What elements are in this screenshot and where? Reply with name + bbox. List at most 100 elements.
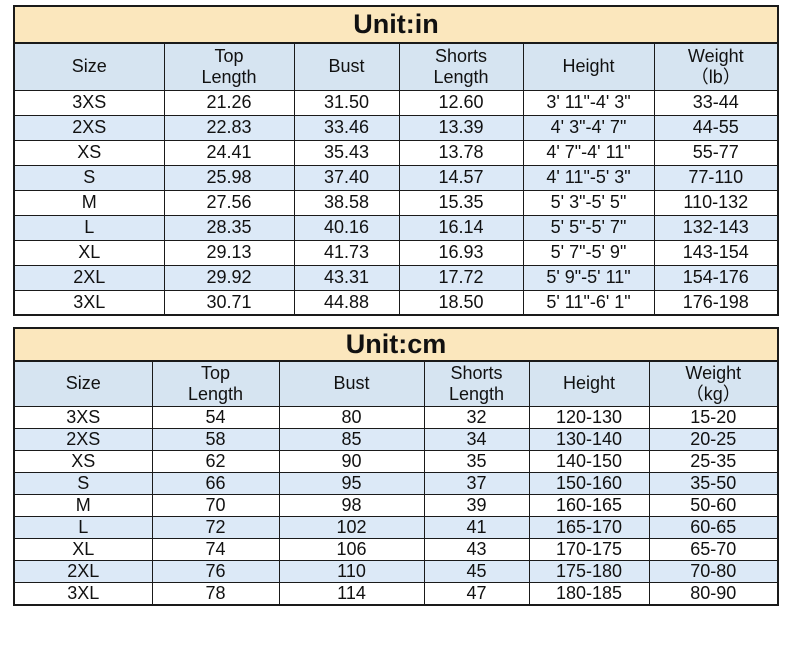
table-row: L 28.35 40.16 16.14 5' 5"-5' 7" 132-143 bbox=[13, 214, 779, 241]
column-header-row: Size Top Length Bust Shorts Length Heigh… bbox=[13, 42, 779, 91]
table-cell: 24.41 bbox=[163, 139, 295, 166]
table-title-row: Unit:in bbox=[13, 5, 779, 44]
table-row: S 66 95 37 150-160 35-50 bbox=[13, 471, 779, 495]
table-cell: 39 bbox=[423, 493, 530, 517]
table-row: 2XL 76 110 45 175-180 70-80 bbox=[13, 559, 779, 583]
column-header-height: Height bbox=[522, 42, 655, 91]
table-cell: 43.31 bbox=[293, 264, 400, 291]
table-cell: 74 bbox=[151, 537, 280, 561]
table-cell: 3' 11"-4' 3" bbox=[522, 89, 655, 116]
table-cell: 34 bbox=[423, 427, 530, 451]
table-cell: 95 bbox=[278, 471, 425, 495]
column-header-size: Size bbox=[13, 42, 165, 91]
table-title: Unit:in bbox=[13, 5, 779, 44]
table-row: XS 24.41 35.43 13.78 4' 7"-4' 11" 55-77 bbox=[13, 139, 779, 166]
table-cell: 37.40 bbox=[293, 164, 400, 191]
table-cell: 35 bbox=[423, 449, 530, 473]
column-header-height: Height bbox=[528, 360, 650, 407]
column-header-size: Size bbox=[13, 360, 153, 407]
table-cell: 17.72 bbox=[398, 264, 524, 291]
column-header-shorts-length: Shorts Length bbox=[398, 42, 524, 91]
table-cell: XS bbox=[13, 449, 153, 473]
table-cell: 80-90 bbox=[648, 581, 779, 605]
table-cell: 2XS bbox=[13, 114, 165, 141]
column-header-weight: Weight （lb） bbox=[653, 42, 779, 91]
table-cell: S bbox=[13, 471, 153, 495]
table-cell: 5' 9"-5' 11" bbox=[522, 264, 655, 291]
table-cell: 78 bbox=[151, 581, 280, 605]
table-cell: S bbox=[13, 164, 165, 191]
size-chart-inches-section: Unit:in Size Top Length Bust Shorts Leng… bbox=[13, 5, 780, 316]
table-row: XS 62 90 35 140-150 25-35 bbox=[13, 449, 779, 473]
table-cell: 5' 3"-5' 5" bbox=[522, 189, 655, 216]
table-row: 3XS 54 80 32 120-130 15-20 bbox=[13, 405, 779, 429]
table-cell: 175-180 bbox=[528, 559, 650, 583]
table-cell: 102 bbox=[278, 515, 425, 539]
table-cell: 77-110 bbox=[653, 164, 779, 191]
table-cell: 110-132 bbox=[653, 189, 779, 216]
table-cell: 3XS bbox=[13, 405, 153, 429]
table-cell: L bbox=[13, 515, 153, 539]
table-row: S 25.98 37.40 14.57 4' 11"-5' 3" 77-110 bbox=[13, 164, 779, 191]
table-cell: 120-130 bbox=[528, 405, 650, 429]
table-cell: 43 bbox=[423, 537, 530, 561]
table-cell: 14.57 bbox=[398, 164, 524, 191]
table-row: M 27.56 38.58 15.35 5' 3"-5' 5" 110-132 bbox=[13, 189, 779, 216]
table-cell: 143-154 bbox=[653, 239, 779, 266]
column-header-top-length: Top Length bbox=[163, 42, 295, 91]
table-cell: 72 bbox=[151, 515, 280, 539]
table-cell: 22.83 bbox=[163, 114, 295, 141]
table-row: 2XS 58 85 34 130-140 20-25 bbox=[13, 427, 779, 451]
table-cell: 106 bbox=[278, 537, 425, 561]
table-cell: 44-55 bbox=[653, 114, 779, 141]
table-cell: 85 bbox=[278, 427, 425, 451]
table-cell: 62 bbox=[151, 449, 280, 473]
table-cell: 154-176 bbox=[653, 264, 779, 291]
table-cell: 25-35 bbox=[648, 449, 779, 473]
table-cell: 66 bbox=[151, 471, 280, 495]
column-header-row: Size Top Length Bust Shorts Length Heigh… bbox=[13, 360, 779, 407]
table-cell: 132-143 bbox=[653, 214, 779, 241]
table-cell: 90 bbox=[278, 449, 425, 473]
table-cell: 41 bbox=[423, 515, 530, 539]
table-title-row: Unit:cm bbox=[13, 327, 779, 362]
unit-cm-table: Unit:cm Size Top Length Bust Shorts Leng… bbox=[13, 327, 780, 606]
table-cell: 2XL bbox=[13, 264, 165, 291]
table-cell: 3XL bbox=[13, 289, 165, 316]
table-row: 2XS 22.83 33.46 13.39 4' 3"-4' 7" 44-55 bbox=[13, 114, 779, 141]
table-cell: 54 bbox=[151, 405, 280, 429]
table-cell: L bbox=[13, 214, 165, 241]
table-cell: 27.56 bbox=[163, 189, 295, 216]
table-cell: 37 bbox=[423, 471, 530, 495]
table-cell: 28.35 bbox=[163, 214, 295, 241]
table-cell: 165-170 bbox=[528, 515, 650, 539]
table-cell: 76 bbox=[151, 559, 280, 583]
column-header-bust: Bust bbox=[293, 42, 400, 91]
table-cell: 18.50 bbox=[398, 289, 524, 316]
size-chart-sheet: Unit:in Size Top Length Bust Shorts Leng… bbox=[13, 5, 780, 606]
table-cell: 30.71 bbox=[163, 289, 295, 316]
table-cell: 2XS bbox=[13, 427, 153, 451]
table-cell: 60-65 bbox=[648, 515, 779, 539]
table-cell: 176-198 bbox=[653, 289, 779, 316]
table-cell: 20-25 bbox=[648, 427, 779, 451]
column-header-top-length: Top Length bbox=[151, 360, 280, 407]
table-cell: 58 bbox=[151, 427, 280, 451]
table-cell: 45 bbox=[423, 559, 530, 583]
table-row: 3XL 30.71 44.88 18.50 5' 11"-6' 1" 176-198 bbox=[13, 289, 779, 316]
table-cell: 40.16 bbox=[293, 214, 400, 241]
table-row: 3XL 78 114 47 180-185 80-90 bbox=[13, 581, 779, 605]
table-cell: 33-44 bbox=[653, 89, 779, 116]
table-row: 2XL 29.92 43.31 17.72 5' 9"-5' 11" 154-176 bbox=[13, 264, 779, 291]
table-cell: 35.43 bbox=[293, 139, 400, 166]
table-cell: 13.39 bbox=[398, 114, 524, 141]
table-cell: 47 bbox=[423, 581, 530, 605]
table-cell: 80 bbox=[278, 405, 425, 429]
table-cell: 25.98 bbox=[163, 164, 295, 191]
table-cell: 50-60 bbox=[648, 493, 779, 517]
table-cell: 140-150 bbox=[528, 449, 650, 473]
table-cell: 5' 7"-5' 9" bbox=[522, 239, 655, 266]
table-row: XL 29.13 41.73 16.93 5' 7"-5' 9" 143-154 bbox=[13, 239, 779, 266]
table-cell: 55-77 bbox=[653, 139, 779, 166]
size-chart-cm-section: Unit:cm Size Top Length Bust Shorts Leng… bbox=[13, 327, 780, 606]
